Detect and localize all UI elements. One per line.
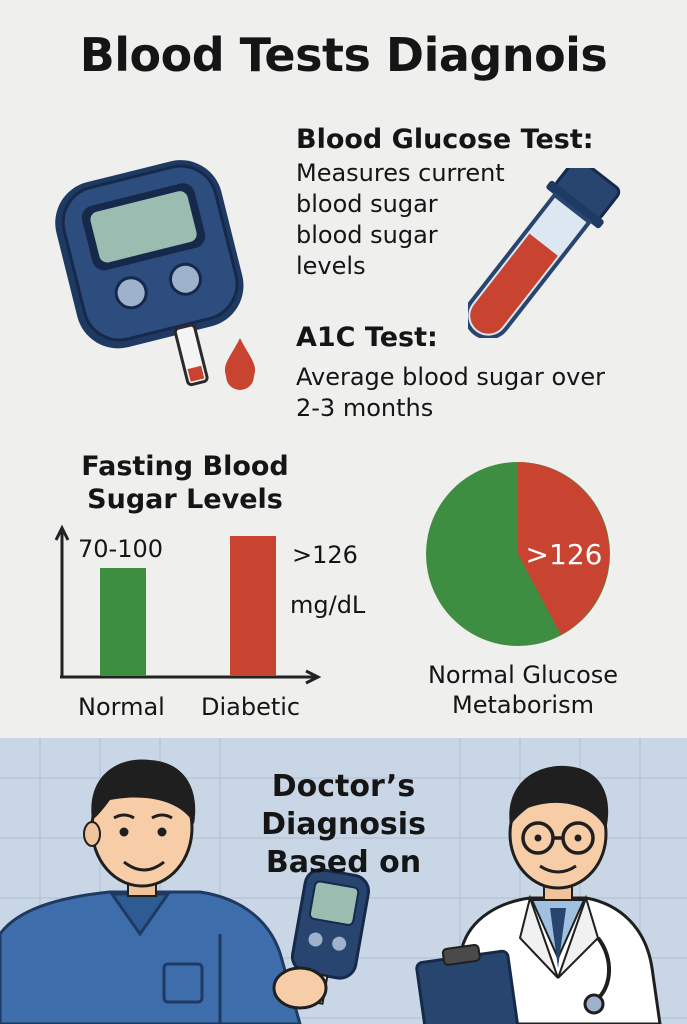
pie-caption-line: Normal Glucose [427,661,619,689]
pie-caption: Normal Glucose Metaborism [418,660,628,720]
value-label-diabetic: >126 [292,541,358,569]
pie-slice-high [518,462,610,635]
doctor-title-line: Diagnosis [261,807,426,842]
a1c-desc-line: 2-3 months [296,394,434,422]
glucose-test-title: Blood Glucose Test: [296,124,594,155]
unit-label: mg/dL [290,591,366,619]
x-axis-arrow [305,669,322,685]
a1c-desc-line: Average blood sugar over [296,363,605,391]
doctor-title-line: Based on [265,845,422,880]
glucose-desc-line: blood sugar [296,190,438,218]
glucose-pie-chart: >126 [426,462,610,646]
glucose-desc-line: blood sugar [296,221,438,249]
value-label-normal: 70-100 [78,535,163,563]
glucose-meter-icon [55,160,256,390]
bar-diabetic [230,536,276,676]
fasting-chart-title: Fasting Blood Sugar Levels [60,450,310,516]
grid-background [0,738,687,1024]
doctor-title-line: Doctor’s [271,769,416,804]
pie-slice-label: >126 [526,538,603,571]
glucose-test-description: Measures current blood sugar blood sugar… [296,158,556,282]
a1c-test-description: Average blood sugar over 2-3 months [296,362,636,424]
pie-caption-line: Metaborism [452,691,594,719]
category-label-normal: Normal [78,693,165,721]
a1c-test-title: A1C Test: [296,322,438,353]
page-title: Blood Tests Diagnois [79,28,608,82]
doctor-panel [0,738,687,1024]
category-label-diabetic: Diabetic [201,693,300,721]
glucose-desc-line: levels [296,252,366,280]
fasting-title-line: Fasting Blood [81,451,289,482]
clipboard-icon [415,943,521,1024]
test-tube-icon [468,168,621,338]
patient-icon [0,759,302,1024]
glucose-desc-line: Measures current [296,159,505,187]
bar-normal [100,568,146,676]
fasting-title-line: Sugar Levels [87,484,283,515]
y-axis-arrow [54,524,70,541]
fasting-bar-chart: 70-100 >126 mg/dL Normal Diabetic [54,524,366,721]
hand-icon [272,966,328,1010]
doctor-diagnosis-title: Doctor’s Diagnosis Based on [0,768,687,882]
